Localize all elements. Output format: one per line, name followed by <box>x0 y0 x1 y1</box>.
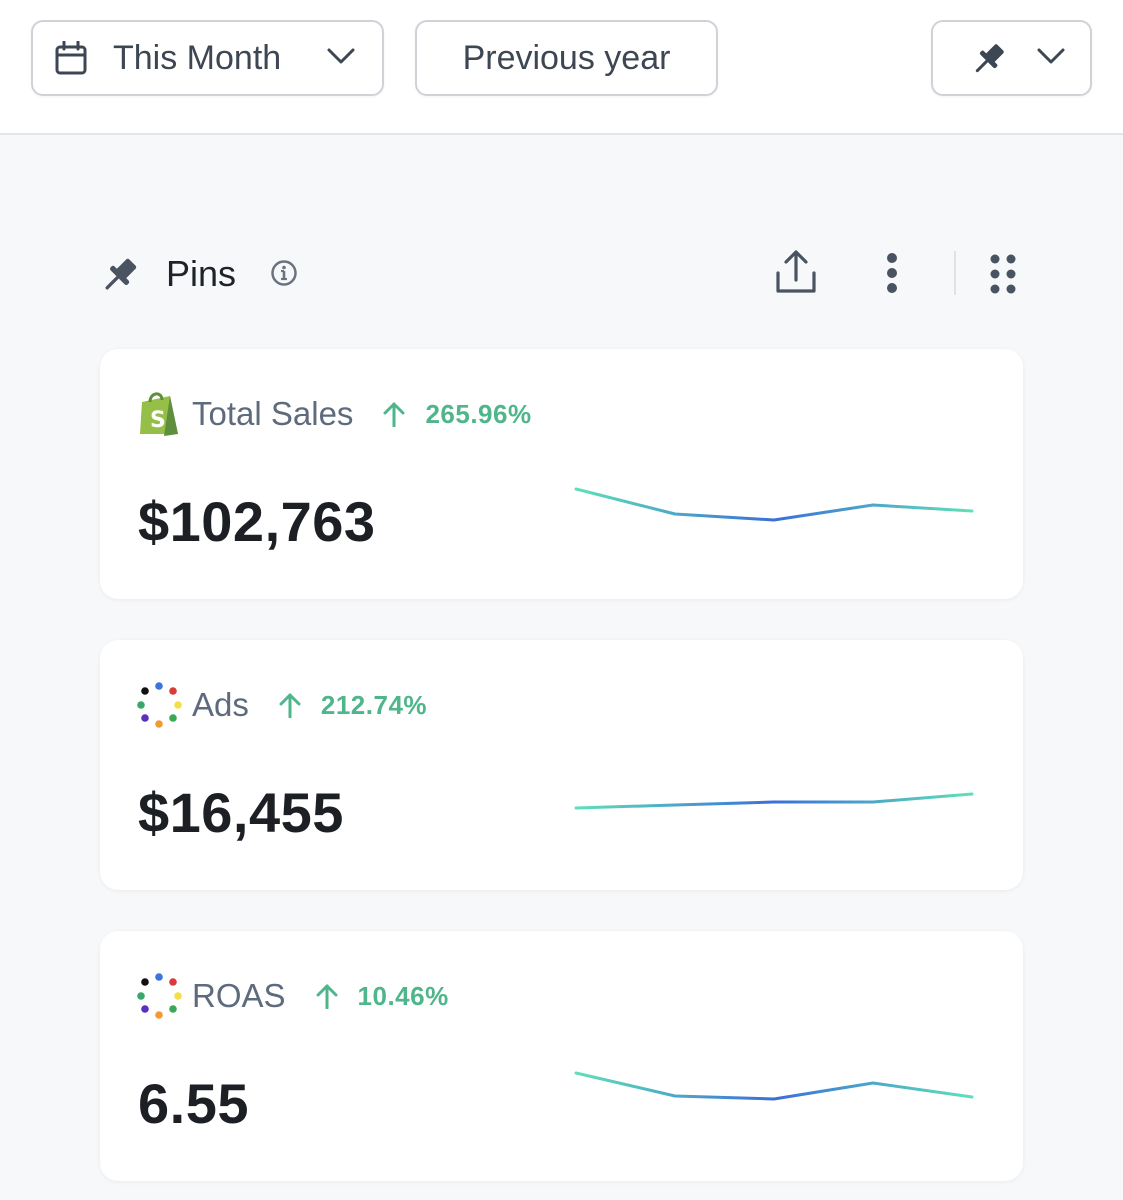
toolbar-divider <box>954 251 956 295</box>
sparkline <box>574 792 974 810</box>
trend-change: 10.46% <box>316 981 449 1012</box>
arrow-up-icon <box>383 402 405 427</box>
sparkline <box>574 1071 974 1101</box>
svg-text:S: S <box>150 408 166 433</box>
metric-card-total-sales[interactable]: S Total Sales 265.96% $102,763 <box>100 349 1023 599</box>
ads-dots-icon <box>137 973 182 1019</box>
pin-icon <box>105 258 137 290</box>
ads-dots-icon <box>137 682 182 728</box>
trend-change: 212.74% <box>279 690 427 721</box>
pins-section-header: Pins <box>98 245 1023 301</box>
trend-percent: 10.46% <box>357 980 449 1011</box>
chevron-down-icon <box>1037 48 1065 64</box>
pin-icon <box>975 44 1004 73</box>
metric-label: Total Sales <box>192 395 354 432</box>
metric-value: 6.55 <box>138 1072 249 1135</box>
share-icon[interactable] <box>774 249 818 295</box>
pin-dropdown[interactable] <box>931 20 1092 96</box>
card-header: S Total Sales 265.96% <box>136 389 532 439</box>
compare-period-label: Previous year <box>462 38 671 77</box>
more-options-icon[interactable] <box>882 251 902 295</box>
trend-change: 265.96% <box>383 399 531 430</box>
section-title: Pins <box>166 253 237 294</box>
arrow-up-icon <box>279 693 301 718</box>
trend-percent: 212.74% <box>320 689 428 720</box>
sparkline-series <box>574 1071 974 1101</box>
sparkline <box>574 487 974 522</box>
calendar-icon <box>55 41 87 75</box>
arrow-up-icon <box>316 984 338 1009</box>
card-header: ROAS 10.46% <box>136 971 449 1021</box>
drag-handle-icon[interactable] <box>988 253 1018 295</box>
shopify-icon: S <box>140 392 178 436</box>
date-range-dropdown[interactable]: This Month <box>31 20 384 96</box>
metric-value: $102,763 <box>138 490 376 553</box>
chevron-down-icon <box>327 48 355 64</box>
sparkline-series <box>574 792 974 810</box>
metric-card-roas[interactable]: ROAS 10.46% 6.55 <box>100 931 1023 1181</box>
info-icon[interactable] <box>270 259 298 287</box>
metric-label: Ads <box>192 686 249 723</box>
top-toolbar: This Month Previous year <box>0 0 1123 135</box>
metric-label: ROAS <box>192 977 286 1014</box>
card-header: Ads 212.74% <box>136 680 427 730</box>
compare-period-button[interactable]: Previous year <box>415 20 718 96</box>
trend-percent: 265.96% <box>425 398 532 429</box>
metric-card-ads[interactable]: Ads 212.74% $16,455 <box>100 640 1023 890</box>
metric-value: $16,455 <box>138 781 344 844</box>
sparkline-series <box>574 487 974 522</box>
date-range-label: This Month <box>113 38 282 77</box>
